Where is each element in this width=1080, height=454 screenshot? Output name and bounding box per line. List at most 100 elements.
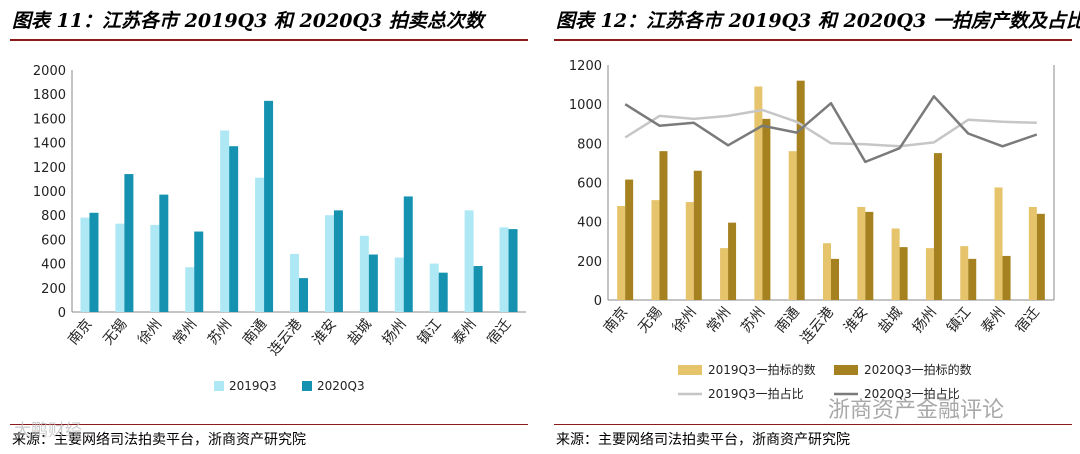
left-x-tick-label: 扬州 [380, 316, 410, 348]
left-bar-2020Q3 [229, 146, 239, 312]
left-bar-2020Q3 [89, 212, 99, 312]
left-x-tick-label: 连云港 [266, 316, 305, 358]
right-x-tick-label: 淮安 [841, 304, 871, 336]
right-bar-2019Q3一拍标的数 [891, 228, 900, 300]
left-x-tick-label: 泰州 [449, 316, 479, 348]
left-y-tick-label: 1000 [33, 185, 66, 200]
left-bar-2019Q3 [324, 215, 334, 312]
left-legend-swatch-2020Q3 [302, 381, 312, 391]
left-y-tick-label: 600 [41, 233, 66, 248]
right-bar-2019Q3一拍标的数 [925, 248, 934, 300]
left-x-tick-label: 南京 [65, 316, 95, 348]
right-bar-2019Q3一拍标的数 [960, 246, 969, 300]
left-x-tick-label: 宿迁 [484, 316, 515, 348]
left-bar-2020Q3 [473, 266, 483, 312]
right-x-tick-label: 泰州 [978, 304, 1008, 336]
left-bar-2019Q3 [499, 227, 509, 312]
right-bar-2019Q3一拍标的数 [617, 206, 626, 300]
left-bar-2019Q3 [185, 267, 195, 312]
left-bar-2019Q3 [429, 263, 439, 312]
left-watermark: 大鹏财经 [14, 421, 82, 441]
left-bar-2020Q3 [299, 278, 308, 312]
left-bar-2019Q3 [115, 223, 125, 312]
right-legend-label: 2020Q3一拍标的数 [864, 362, 972, 377]
right-line-2019Q3一拍占比 [624, 108, 1037, 148]
right-x-tick-label: 常州 [704, 304, 734, 336]
right-x-tick-label: 盐城 [875, 304, 905, 336]
right-title-rule [554, 39, 1072, 41]
left-x-tick-label: 盐城 [345, 316, 375, 348]
left-bar-2019Q3 [359, 235, 369, 312]
left-source-rule [10, 424, 528, 425]
right-bar-2020Q3一拍标的数 [693, 170, 702, 300]
left-x-tick-label: 徐州 [135, 316, 165, 348]
right-source-rule [554, 424, 1072, 425]
left-y-tick-label: 2000 [33, 64, 66, 79]
left-y-tick-label: 0 [58, 306, 66, 321]
right-bar-2019Q3一拍标的数 [754, 86, 763, 300]
right-x-tick-label: 镇江 [944, 304, 974, 336]
right-bar-2020Q3一拍标的数 [968, 258, 977, 300]
right-bar-2019Q3一拍标的数 [651, 200, 660, 300]
left-bar-2019Q3 [464, 210, 474, 312]
right-x-tick-label: 苏州 [738, 304, 768, 336]
left-title-rule [10, 39, 528, 41]
right-bar-2020Q3一拍标的数 [796, 80, 805, 300]
left-bar-2020Q3 [124, 174, 134, 312]
left-bar-2020Q3 [403, 196, 413, 312]
left-y-tick-label: 400 [41, 258, 66, 273]
right-bar-2020Q3一拍标的数 [625, 179, 634, 300]
right-legend-swatch [834, 365, 858, 375]
left-x-tick-label: 无锡 [100, 316, 130, 348]
left-chart-title: 图表 11：江苏各市 2019Q3 和 2020Q3 拍卖总次数 [12, 10, 484, 32]
left-bar-2019Q3 [220, 130, 230, 312]
left-bar-2020Q3 [368, 254, 378, 312]
left-bar-2020Q3 [194, 231, 204, 312]
right-line-2020Q3一拍占比 [624, 95, 1038, 164]
right-y-tick-label: 400 [577, 216, 602, 231]
right-bar-2020Q3一拍标的数 [899, 247, 908, 300]
right-x-tick-label: 南通 [773, 304, 803, 336]
left-y-tick-label: 800 [41, 209, 66, 224]
right-bar-2019Q3一拍标的数 [823, 243, 831, 300]
right-bar-2020Q3一拍标的数 [762, 118, 771, 301]
left-bar-chart: 0 200 400 600 800 1000 1200 1400 1600 1800 2000 南京无… [33, 64, 526, 393]
right-x-tick-label: 扬州 [910, 304, 940, 336]
left-source-text: 来源：主要网络司法拍卖平台，浙商资产研究院 [12, 432, 306, 448]
left-bar-2019Q3 [394, 257, 404, 312]
right-bar-2020Q3一拍标的数 [831, 258, 839, 300]
right-legend-label: 2019Q3一拍标的数 [708, 362, 816, 377]
right-y-tick-label: 200 [577, 255, 602, 270]
right-x-tick-label: 南京 [601, 304, 631, 336]
left-legend-swatch-2019Q3 [214, 381, 224, 391]
right-x-tick-label: 徐州 [670, 304, 700, 336]
right-bar-2020Q3一拍标的数 [659, 151, 668, 300]
right-x-tick-label: 无锡 [635, 304, 665, 336]
left-y-tick-label: 200 [41, 282, 66, 297]
left-y-tick-label: 1200 [33, 161, 66, 176]
right-bar-2020Q3一拍标的数 [728, 222, 737, 300]
left-legend-label: 2020Q3 [317, 379, 365, 393]
left-y-tick-label: 1800 [33, 88, 66, 103]
right-bar-2019Q3一拍标的数 [857, 206, 866, 300]
left-bar-2020Q3 [264, 100, 274, 312]
left-bar-2020Q3 [508, 229, 518, 312]
left-bar-2019Q3 [150, 224, 160, 312]
right-legend-label: 2020Q3一拍占比 [864, 386, 960, 401]
right-source-text: 来源：主要网络司法拍卖平台，浙商资产研究院 [556, 432, 850, 448]
left-x-tick-label: 常州 [170, 316, 200, 348]
left-bar-2020Q3 [333, 210, 343, 312]
right-bar-2020Q3一拍标的数 [1002, 255, 1011, 300]
right-bar-2019Q3一拍标的数 [788, 151, 797, 300]
left-x-tick-label: 南通 [240, 316, 270, 348]
right-legend-swatch [678, 365, 702, 375]
left-y-tick-label: 1600 [33, 112, 66, 127]
left-x-tick-label: 镇江 [415, 316, 445, 348]
right-y-tick-label: 1000 [569, 98, 602, 113]
left-bar-2019Q3 [80, 217, 90, 312]
right-bar-2020Q3一拍标的数 [933, 153, 942, 300]
right-y-tick-label: 1200 [569, 59, 602, 74]
right-x-tick-label: 连云港 [798, 304, 837, 346]
right-bar-2019Q3一拍标的数 [685, 202, 694, 300]
